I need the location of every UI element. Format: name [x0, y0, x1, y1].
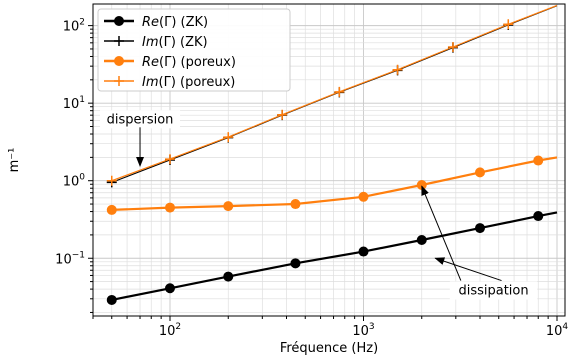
data-point [223, 201, 234, 212]
data-point [223, 271, 234, 282]
data-point [223, 132, 234, 143]
data-point [474, 223, 485, 234]
legend-item: Re(Γ) (poreux) [104, 55, 236, 70]
series-0 [106, 211, 558, 305]
legend: Re(Γ) (ZK) Im(Γ) (ZK) Re(Γ) (poreux) Im(Γ) … [97, 8, 291, 92]
data-point [165, 154, 175, 165]
legend-marker [114, 76, 124, 86]
data-point [277, 109, 288, 120]
data-point [474, 167, 485, 178]
data-point [334, 86, 345, 97]
annotation-label: dissipation [458, 284, 528, 299]
data-point [358, 191, 369, 202]
legend-label: Re(Γ) (poreux) [142, 55, 236, 70]
legend-label: Im(Γ) (poreux) [142, 75, 235, 90]
annotation-bg [100, 110, 181, 129]
y-tick-label: 10−1 [55, 250, 85, 267]
legend-item: Im(Γ) (poreux) [104, 75, 235, 90]
y-axis-title: m⁻¹ [7, 148, 22, 173]
legend-box [97, 8, 291, 92]
data-point [447, 41, 458, 52]
series-3 [106, 4, 558, 186]
data-point [290, 258, 301, 269]
data-point [106, 175, 117, 186]
x-tick-label: 104 [546, 322, 569, 339]
data-point [416, 234, 427, 245]
plot-frame [92, 3, 566, 317]
series-2 [106, 155, 558, 215]
x-axis-title: Fréquence (Hz) [280, 341, 378, 356]
legend-marker [114, 16, 124, 26]
legend-label: Re(Γ) (ZK) [142, 15, 208, 30]
annotation-bg [449, 281, 538, 300]
annotation-label: dispersion [107, 112, 174, 127]
x-tick-label: 102 [159, 322, 181, 339]
legend-label: Im(Γ) (ZK) [142, 35, 208, 50]
data-point [358, 246, 369, 257]
data-point [106, 204, 117, 215]
data-point [533, 211, 544, 222]
series-group [106, 4, 558, 305]
annotation-arrow [434, 257, 502, 282]
data-point [164, 202, 175, 213]
y-tick-label: 100 [63, 173, 86, 190]
data-point [106, 294, 117, 305]
legend-marker [114, 36, 124, 46]
annotations: dispersion dissipation [100, 110, 538, 300]
y-tick-label: 101 [63, 95, 85, 112]
legend-marker [114, 56, 124, 66]
data-point [290, 199, 301, 210]
legend-item: Re(Γ) (ZK) [104, 15, 208, 30]
data-point [392, 64, 403, 75]
axis-ticks: 102 103 104 10−1 100 101 102 [55, 18, 568, 339]
legend-item: Im(Γ) (ZK) [104, 35, 208, 50]
data-point [503, 19, 514, 30]
data-point [164, 283, 175, 294]
data-point [533, 155, 544, 166]
y-tick-label: 102 [63, 18, 85, 35]
data-point [416, 180, 427, 191]
x-tick-label: 103 [352, 322, 374, 339]
